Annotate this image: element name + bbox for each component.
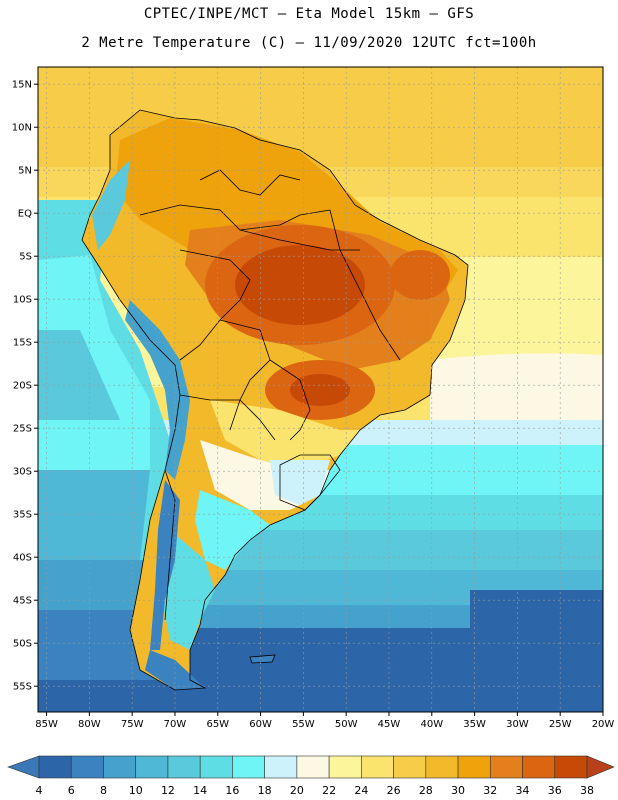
latitude-axis: 15N 10N 5N EQ 5S 10S 15S 20S 25S 30S 35S 40S 45S 50S 5… xyxy=(12,80,38,693)
colorbar-swatch xyxy=(457,755,491,779)
colorbar-label: 24 xyxy=(354,784,368,797)
colorbar-swatch xyxy=(489,755,523,779)
colorbar-label: 20 xyxy=(290,784,304,797)
lon-tick-label: 35W xyxy=(463,719,486,730)
lon-tick-label: 70W xyxy=(164,719,187,730)
colorbar-swatch xyxy=(554,755,588,779)
colorbar: 4 6 8 10 12 14 16 18 20 22 24 26 28 30 32 34 36 38 xyxy=(7,755,615,797)
lat-tick-label: 55S xyxy=(13,682,32,693)
lat-tick-label: EQ xyxy=(18,209,32,220)
colorbar-label: 16 xyxy=(225,784,239,797)
colorbar-label: 30 xyxy=(451,784,465,797)
lat-tick-label: 35S xyxy=(13,510,32,521)
country-borders xyxy=(81,109,469,691)
longitude-axis: 85W 80W 75W 70W 65W 60W 55W 50W 45W 40W 35W 30W 25W 2… xyxy=(35,712,614,730)
map-title-line-1: CPTEC/INPE/MCT – Eta Model 15km – GFS xyxy=(143,6,475,22)
colorbar-label: 6 xyxy=(68,784,75,797)
lat-tick-label: 45S xyxy=(13,596,32,607)
colorbar-label: 8 xyxy=(100,784,107,797)
lat-tick-label: 15S xyxy=(13,338,32,349)
lon-tick-label: 25W xyxy=(549,719,572,730)
lon-tick-label: 65W xyxy=(206,719,229,730)
lon-tick-label: 60W xyxy=(249,719,272,730)
lon-tick-label: 30W xyxy=(506,719,529,730)
colorbar-label: 14 xyxy=(193,784,207,797)
colorbar-swatch xyxy=(264,755,298,779)
colorbar-label: 38 xyxy=(580,784,594,797)
colorbar-swatch xyxy=(199,755,233,779)
lat-tick-label: 5S xyxy=(19,252,32,263)
lon-tick-label: 50W xyxy=(335,719,358,730)
lon-tick-label: 40W xyxy=(420,719,443,730)
colorbar-label: 34 xyxy=(516,784,530,797)
map-title-line-2: 2 Metre Temperature (C) – 11/09/2020 12U… xyxy=(81,35,537,51)
colorbar-label: 18 xyxy=(258,784,272,797)
colorbar-swatch xyxy=(167,755,201,779)
colorbar-label: 28 xyxy=(419,784,433,797)
lat-tick-label: 50S xyxy=(13,639,32,650)
colorbar-label: 12 xyxy=(161,784,175,797)
lat-tick-label: 25S xyxy=(13,424,32,435)
lon-tick-label: 45W xyxy=(378,719,401,730)
colorbar-swatch xyxy=(70,755,104,779)
colorbar-swatch xyxy=(232,755,265,779)
colorbar-swatch xyxy=(328,755,362,779)
colorbar-swatch xyxy=(135,755,169,779)
colorbar-swatch xyxy=(522,755,556,779)
lat-tick-label: 5N xyxy=(18,166,32,177)
continent-south-america xyxy=(82,110,468,690)
lon-tick-label: 80W xyxy=(78,719,101,730)
colorbar-swatch xyxy=(425,755,459,779)
colorbar-label: 36 xyxy=(548,784,562,797)
colorbar-label: 10 xyxy=(129,784,143,797)
colorbar-swatch xyxy=(296,755,330,779)
lat-tick-label: 20S xyxy=(13,381,32,392)
lat-tick-label: 10N xyxy=(12,123,32,134)
colorbar-label: 4 xyxy=(36,784,43,797)
lon-tick-label: 20W xyxy=(592,719,615,730)
lat-tick-label: 40S xyxy=(13,553,32,564)
lon-tick-label: 55W xyxy=(292,719,315,730)
graticule xyxy=(38,67,604,712)
lon-tick-label: 85W xyxy=(35,719,58,730)
lon-tick-label: 75W xyxy=(121,719,144,730)
colorbar-label: 32 xyxy=(483,784,497,797)
colorbar-label: 26 xyxy=(387,784,401,797)
colorbar-low-arrow xyxy=(7,755,40,779)
colorbar-swatch xyxy=(103,755,137,779)
lat-tick-label: 10S xyxy=(13,295,32,306)
colorbar-high-arrow xyxy=(586,755,615,779)
map-frame xyxy=(37,66,604,713)
lat-tick-label: 30S xyxy=(13,467,32,478)
colorbar-swatch xyxy=(361,755,394,779)
colorbar-label: 22 xyxy=(322,784,336,797)
lat-tick-label: 15N xyxy=(12,80,32,91)
colorbar-swatch xyxy=(38,755,72,779)
colorbar-swatch xyxy=(393,755,427,779)
